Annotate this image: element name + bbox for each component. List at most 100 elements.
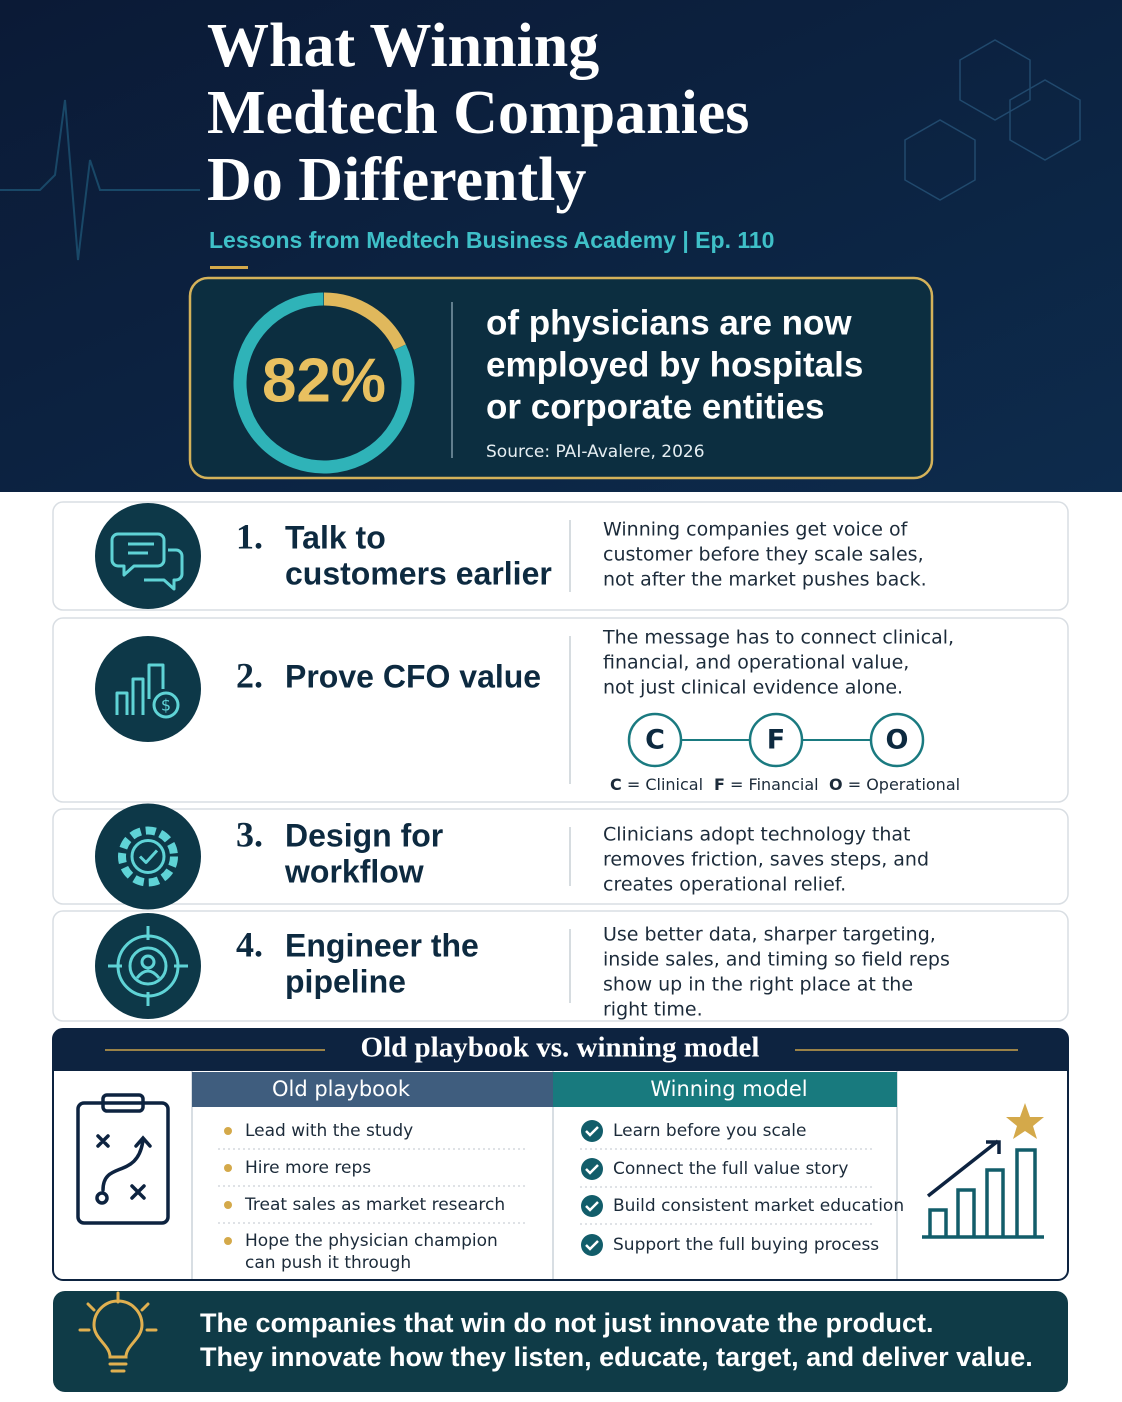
bulb-icon [78, 1291, 158, 1373]
cfo-legend-label: = Clinical [627, 775, 703, 794]
icon-part [118, 826, 178, 887]
hexagon-decor [904, 39, 1081, 201]
bullet [224, 1164, 232, 1172]
bullet [224, 1127, 232, 1135]
icon-part [96, 1134, 152, 1200]
subtitle: Lessons from Medtech Business Academy | … [209, 227, 774, 253]
cfo-circle [869, 712, 925, 768]
takeaway-line: The companies that win do not just innov… [200, 1308, 934, 1338]
old-item: Lead with the study [245, 1121, 413, 1141]
lesson-card [52, 617, 1069, 803]
icon-part [78, 1291, 158, 1373]
lesson-title: Prove CFO value [285, 658, 541, 694]
stat-label: 82% [262, 346, 386, 415]
lesson-number: 1. [236, 516, 263, 556]
check-mark [585, 1240, 599, 1251]
check-badge [581, 1234, 603, 1256]
lesson-title: Talk to [285, 519, 386, 555]
lesson-description: The message has to connect clinical, [602, 627, 954, 649]
check-mark [585, 1126, 599, 1137]
lesson-icon: $ [115, 663, 180, 719]
lesson-icon [110, 532, 184, 591]
lesson-number: 2. [236, 655, 263, 695]
old-item: Hope the physician champion [245, 1231, 498, 1251]
icon-part [140, 954, 156, 970]
lesson-description: customer before they scale sales, [603, 544, 924, 566]
heartbeat-line [0, 99, 200, 261]
bullet [224, 1201, 232, 1209]
stat-text: or corporate entities [486, 387, 824, 426]
icon-part [152, 691, 180, 719]
comparison-title: Old playbook vs. winning model [361, 1032, 760, 1064]
cfo-letter: C [645, 725, 665, 756]
icon-part [115, 663, 165, 715]
old-heading-bg [192, 1072, 553, 1107]
old-heading: Old playbook [272, 1077, 411, 1101]
lesson-title: Design for [285, 817, 443, 853]
cfo-legend-label: = Operational [848, 775, 960, 794]
growth-icon [922, 1139, 1044, 1239]
icon-part [144, 548, 184, 591]
icon-part [95, 1191, 109, 1205]
icon-part [926, 1139, 1001, 1198]
lesson-description: financial, and operational value, [603, 652, 909, 674]
comparison-header [53, 1029, 1068, 1071]
lesson-description: creates operational relief. [603, 874, 846, 896]
lesson-description: not just clinical evidence alone. [603, 677, 903, 699]
title-line: Do Differently [207, 146, 586, 214]
icon-part [130, 839, 166, 874]
lesson-icon [118, 826, 178, 887]
lesson-description: inside sales, and timing so field reps [603, 949, 950, 971]
icon-part [922, 1148, 1044, 1239]
lesson-icon-bg [95, 913, 201, 1019]
winning-item: Learn before you scale [613, 1121, 806, 1141]
cfo-legend-key: O [829, 775, 843, 794]
cfo-legend-key: C [610, 775, 622, 794]
stat-source: Source: PAI-Avalere, 2026 [486, 442, 705, 462]
lesson-icon-bg [95, 803, 201, 910]
cfo-legend: F = Financial [714, 775, 819, 794]
lesson-description: right time. [603, 999, 703, 1021]
lesson-card [52, 808, 1069, 905]
lesson-number: 4. [236, 924, 263, 964]
title-line: What Winning [207, 12, 599, 80]
cfo-circle [627, 712, 683, 768]
winning-heading: Winning model [650, 1077, 807, 1101]
winning-item: Support the full buying process [613, 1235, 879, 1255]
ring-remainder [233, 292, 415, 474]
icon-part: $ [161, 696, 171, 715]
accent-line [210, 266, 248, 269]
lesson-description: Winning companies get voice of [603, 519, 909, 541]
winning-item: Build consistent market education [613, 1196, 904, 1216]
lesson-description: show up in the right place at the [603, 974, 913, 996]
lesson-description: Use better data, sharper targeting, [603, 924, 936, 946]
cfo-letter: O [886, 725, 909, 756]
icon-part [138, 849, 159, 864]
icon-part [110, 532, 166, 577]
stat-box [188, 276, 934, 480]
old-item: can push it through [245, 1253, 411, 1273]
stat-text: employed by hospitals [486, 345, 863, 384]
bullet [224, 1237, 232, 1245]
lesson-icon [108, 926, 188, 1006]
ring-value [233, 292, 415, 474]
lesson-card [52, 910, 1069, 1022]
lesson-title: pipeline [285, 963, 406, 999]
cfo-letter: F [767, 725, 785, 756]
star [1006, 1103, 1044, 1139]
check-badge [581, 1195, 603, 1217]
lesson-description: Clinicians adopt technology that [603, 824, 911, 846]
winning-heading-bg [553, 1072, 897, 1107]
lesson-title: workflow [284, 853, 424, 889]
cfo-legend: C = Clinical [610, 775, 703, 794]
icon-part [101, 1093, 145, 1113]
lesson-title: Engineer the [285, 927, 479, 963]
takeaway-box [53, 1291, 1068, 1392]
lesson-card [52, 501, 1069, 611]
title-line: Medtech Companies [207, 79, 749, 147]
winning-item: Connect the full value story [613, 1159, 848, 1179]
check-mark [585, 1201, 599, 1212]
old-item: Treat sales as market research [244, 1195, 505, 1215]
icon-part [108, 926, 188, 1006]
